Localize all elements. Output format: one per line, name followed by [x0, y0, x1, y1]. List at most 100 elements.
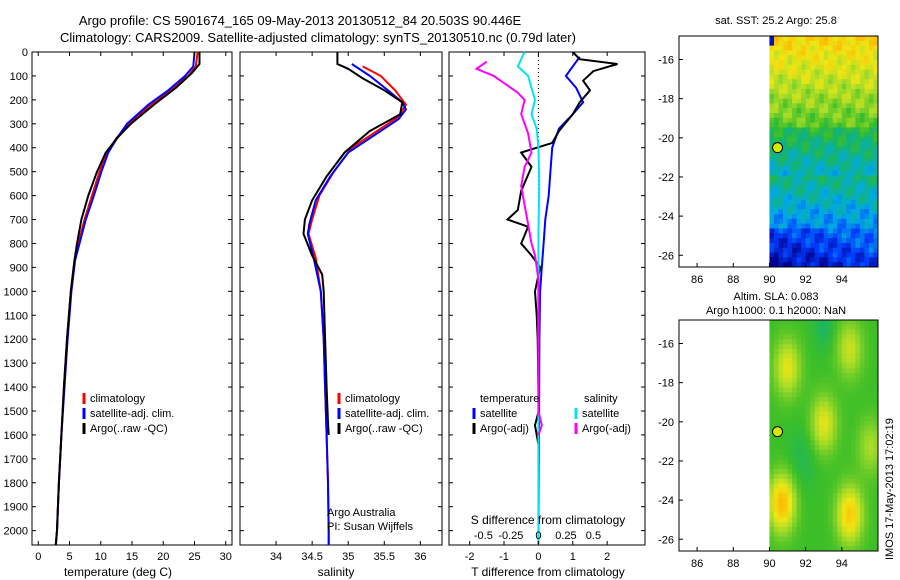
sst-cell — [778, 55, 784, 61]
sla-cell — [796, 425, 802, 432]
sst-cell — [855, 113, 861, 119]
sla-cell — [814, 522, 820, 528]
sst-cell — [828, 132, 834, 138]
sla-cell — [846, 430, 852, 436]
depth-tick-label-18: 1800 — [4, 478, 28, 490]
sst-cell — [868, 45, 874, 51]
sst-cell — [769, 113, 775, 119]
sla-cell — [855, 440, 861, 446]
sst-cell — [841, 141, 847, 148]
sst-cell — [796, 55, 802, 61]
sst-cell — [810, 199, 816, 205]
sla-cell — [773, 368, 779, 374]
sst-cell — [787, 98, 793, 104]
sst-cell — [814, 74, 820, 80]
sst-cell — [801, 223, 807, 229]
sla-cell — [819, 488, 825, 494]
sst-cell — [819, 122, 825, 128]
sla-cell — [783, 435, 788, 441]
sla-cell — [792, 425, 797, 432]
sst-cell — [769, 88, 775, 95]
sla-cell — [846, 392, 852, 398]
sst-cell — [873, 194, 879, 201]
sla-cell — [796, 334, 802, 340]
sst-cell — [769, 122, 775, 128]
sst-cell — [864, 199, 870, 205]
sla-xtick-label-2: 90 — [763, 558, 775, 570]
sla-cell — [850, 512, 856, 518]
sla-cell — [814, 348, 820, 355]
sst-cell — [828, 113, 834, 119]
sla-cell — [873, 512, 879, 518]
sst-cell — [805, 117, 811, 124]
sst-cell — [864, 40, 870, 47]
sla-cell — [846, 488, 852, 494]
sla-cell — [773, 348, 779, 355]
sla-cell — [783, 512, 788, 518]
sla-cell — [850, 517, 856, 523]
sst-cell — [855, 146, 861, 152]
sla-cell — [805, 377, 811, 383]
sla-cell — [805, 421, 811, 427]
sst-cell — [868, 132, 874, 138]
sla-cell — [873, 541, 879, 547]
sla-cell — [778, 348, 784, 355]
sst-cell — [769, 146, 775, 152]
sst-cell — [801, 209, 807, 215]
sla-cell — [841, 464, 847, 470]
sla-cell — [855, 334, 861, 340]
sla-cell — [787, 512, 793, 518]
sla-cell — [855, 536, 861, 542]
sla-cell — [805, 507, 811, 513]
sst-cell — [773, 170, 779, 176]
sst-cell — [805, 122, 811, 128]
sst-cell — [823, 79, 829, 85]
sla-cell — [823, 531, 829, 537]
sla-cell — [823, 320, 829, 326]
sla-cell — [796, 546, 802, 552]
sla-cell — [873, 502, 879, 509]
sst-cell — [823, 151, 829, 157]
sst-cell — [846, 218, 852, 225]
sla-cell — [773, 502, 779, 509]
sst-cell — [778, 127, 784, 133]
sla-cell — [778, 531, 784, 537]
sst-cell — [850, 242, 856, 249]
sla-cell — [859, 498, 865, 504]
sst-cell — [773, 262, 779, 268]
sla-cell — [783, 517, 788, 523]
sst-cell — [796, 84, 802, 90]
sla-cell — [868, 387, 874, 393]
sla-cell — [828, 339, 834, 345]
sla-cell — [868, 329, 874, 335]
sst-cell — [841, 257, 847, 263]
sla-cell — [850, 329, 856, 335]
sst-cell — [864, 103, 870, 109]
sla-cell — [796, 474, 802, 480]
sla-cell — [859, 372, 865, 379]
series-line-2 — [302, 52, 404, 435]
sla-cell — [855, 517, 861, 523]
sla-cell — [769, 449, 775, 456]
sst-cell — [792, 218, 797, 225]
sst-cell — [805, 218, 811, 225]
sla-cell — [787, 392, 793, 398]
sst-cell — [796, 64, 802, 71]
sla-cell — [873, 421, 879, 427]
sla-cell — [792, 334, 797, 340]
sst-cell — [810, 141, 816, 148]
sst-cell — [859, 146, 865, 152]
sla-cell — [792, 377, 797, 383]
sla-cell — [828, 449, 834, 456]
sst-cell — [846, 151, 852, 157]
sla-cell — [819, 440, 825, 446]
sst-cell — [805, 165, 811, 172]
sla-cell — [819, 377, 825, 383]
sst-cell — [855, 45, 861, 51]
sst-cell — [783, 88, 788, 95]
sst-cell — [868, 36, 874, 42]
sst-cell — [855, 238, 861, 244]
sst-cell — [841, 204, 847, 210]
sst-cell — [850, 127, 856, 133]
sla-cell — [850, 522, 856, 528]
